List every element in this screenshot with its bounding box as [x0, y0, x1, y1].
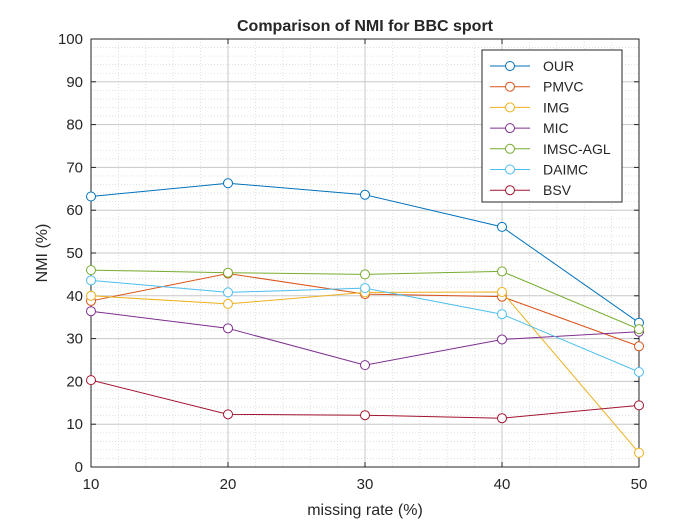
- legend-label-bsv: BSV: [543, 182, 572, 198]
- data-point-bsv: [86, 375, 96, 386]
- data-point-daimc: [86, 275, 96, 286]
- y-tick-label: 30: [66, 331, 83, 348]
- legend-entry-mic: MIC: [490, 120, 569, 136]
- legend-entry-pmvc: PMVC: [490, 79, 583, 95]
- data-point-mic: [360, 360, 370, 371]
- data-point-mic: [497, 334, 507, 345]
- data-point-img: [497, 286, 507, 297]
- y-tick-label: 90: [66, 74, 83, 91]
- x-tick-label: 30: [357, 476, 374, 493]
- data-point-bsv: [223, 409, 233, 420]
- data-point-pmvc: [634, 341, 644, 352]
- x-tick-label: 40: [494, 476, 511, 493]
- series-bsv: [86, 375, 644, 424]
- x-axis-label: missing rate (%): [307, 502, 423, 519]
- x-tick-label: 20: [220, 476, 237, 493]
- legend-marker-daimc: [505, 164, 515, 175]
- y-tick-label: 50: [66, 245, 83, 262]
- legend-entry-imsc-agl: IMSC-AGL: [490, 141, 611, 157]
- legend-marker-our: [505, 61, 515, 71]
- data-point-daimc: [360, 283, 370, 294]
- legend-label-mic: MIC: [543, 120, 569, 136]
- legend-marker-imsc-agl: [505, 143, 515, 154]
- data-point-mic: [86, 306, 96, 317]
- legend-marker-mic: [505, 123, 515, 134]
- data-point-imsc-agl: [86, 265, 96, 276]
- y-axis-label: NMI (%): [34, 224, 51, 283]
- legend-box: [481, 49, 623, 203]
- data-point-daimc: [634, 366, 644, 377]
- data-point-imsc-agl: [360, 269, 370, 280]
- y-tick-label: 40: [66, 288, 83, 305]
- data-point-mic: [223, 323, 233, 334]
- legend-label-our: OUR: [543, 58, 574, 74]
- data-point-our: [360, 189, 370, 200]
- chart-title: Comparison of NMI for BBC sport: [237, 18, 494, 35]
- legend-entry-daimc: DAIMC: [490, 162, 588, 178]
- y-tick-label: 70: [66, 159, 83, 176]
- data-point-imsc-agl: [497, 266, 507, 277]
- legend: OUR PMVC IMG MIC IMSC-AGL DAIMC BSV: [481, 49, 623, 203]
- legend-marker-bsv: [505, 185, 515, 196]
- y-tick-label: 10: [66, 416, 83, 433]
- data-point-our: [497, 221, 507, 232]
- data-point-our: [86, 191, 96, 202]
- data-point-img: [223, 298, 233, 309]
- series-layer: [86, 178, 644, 458]
- legend-marker-img: [505, 102, 515, 113]
- y-tick-label: 20: [66, 373, 83, 390]
- legend-label-imsc-agl: IMSC-AGL: [543, 141, 611, 157]
- data-point-our: [223, 178, 233, 189]
- legend-label-pmvc: PMVC: [543, 79, 583, 95]
- legend-entry-img: IMG: [490, 99, 569, 115]
- x-tick-label: 10: [83, 476, 100, 493]
- y-tick-label: 100: [58, 31, 83, 48]
- x-tick-label: 50: [631, 476, 648, 493]
- legend-marker-pmvc: [505, 81, 515, 92]
- y-tick-label: 60: [66, 202, 83, 219]
- legend-label-img: IMG: [543, 99, 569, 115]
- data-point-img: [634, 447, 644, 458]
- legend-entry-our: OUR: [490, 58, 574, 74]
- data-point-bsv: [497, 413, 507, 424]
- series-imsc-agl: [86, 265, 644, 335]
- data-point-imsc-agl: [223, 267, 233, 278]
- data-point-img: [86, 290, 96, 301]
- legend-entry-bsv: BSV: [490, 182, 572, 198]
- data-point-daimc: [223, 287, 233, 298]
- data-point-daimc: [497, 309, 507, 320]
- data-point-bsv: [360, 410, 370, 421]
- y-tick-label: 0: [75, 459, 83, 476]
- series-our: [86, 178, 644, 328]
- legend-label-daimc: DAIMC: [543, 162, 588, 178]
- y-tick-label: 80: [66, 117, 83, 134]
- data-point-imsc-agl: [634, 324, 644, 335]
- series-daimc: [86, 275, 644, 377]
- data-point-bsv: [634, 400, 644, 411]
